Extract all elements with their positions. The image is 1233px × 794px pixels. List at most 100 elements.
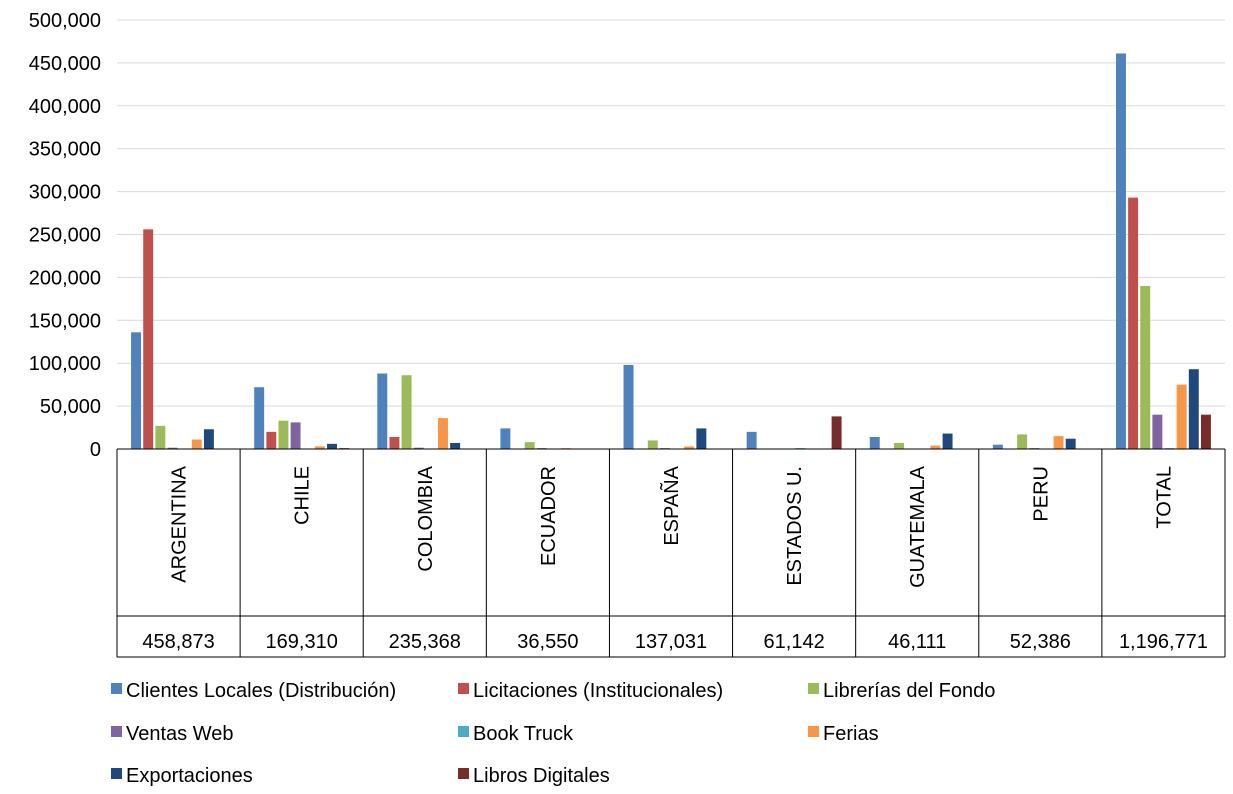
- bar: [438, 418, 448, 449]
- bar: [155, 425, 166, 449]
- category-label: ESPAÑA: [659, 465, 683, 545]
- bar: [450, 442, 461, 449]
- bar: [992, 444, 1003, 449]
- bar: [647, 440, 658, 449]
- legend-label: Book Truck: [473, 723, 574, 745]
- y-tick-label: 150,000: [29, 310, 101, 332]
- legend-swatch: [111, 683, 122, 694]
- legend-item: Ventas Web: [111, 723, 233, 745]
- bar: [131, 332, 142, 449]
- legend-swatch: [111, 726, 122, 737]
- bar: [191, 439, 202, 449]
- bar: [143, 229, 154, 449]
- legend-label: Ventas Web: [126, 723, 233, 745]
- legend-label: Librerías del Fondo: [823, 680, 995, 702]
- gridlines: [117, 19, 1225, 450]
- y-tick-label: 350,000: [29, 139, 101, 161]
- legend-swatch: [458, 683, 469, 694]
- category-total: 169,310: [266, 631, 338, 653]
- bar: [831, 416, 842, 449]
- y-tick-label: 450,000: [29, 53, 101, 75]
- bar: [1176, 384, 1187, 449]
- bar: [167, 447, 178, 449]
- bar: [389, 436, 400, 449]
- bar: [1128, 197, 1139, 449]
- y-tick-label: 250,000: [29, 225, 101, 247]
- category-total: 235,368: [389, 631, 461, 653]
- legend-label: Clientes Locales (Distribución): [126, 680, 396, 702]
- category-total: 52,386: [1010, 631, 1071, 653]
- legend-item: Libros Digitales: [458, 765, 610, 787]
- bar: [314, 446, 325, 449]
- bar: [930, 445, 941, 449]
- bar: [524, 442, 535, 449]
- category-label: TOTAL: [1153, 466, 1175, 529]
- legend-swatch: [808, 726, 819, 737]
- bar: [684, 446, 695, 449]
- legend-item: Librerías del Fondo: [808, 680, 995, 702]
- bar: [401, 375, 412, 449]
- category-total: 137,031: [635, 631, 707, 653]
- legend-label: Licitaciones (Institucionales): [473, 680, 723, 702]
- bar: [623, 364, 634, 449]
- category-table: ARGENTINA 458,873 CHILE 169,310 COLOMBIA 235,…: [116, 448, 1226, 658]
- bar: [942, 433, 953, 449]
- bar: [1152, 414, 1163, 449]
- bar: [500, 428, 511, 449]
- bar: [254, 387, 265, 449]
- legend-item: Book Truck: [458, 723, 574, 745]
- bars: [131, 53, 1211, 449]
- legend-item: Exportaciones: [111, 765, 253, 787]
- y-axis-tick-labels: 0 50,000 100,000 150,000 200,000 250,000 300,0…: [29, 10, 101, 461]
- category-total: 61,142: [764, 631, 825, 653]
- bar: [203, 429, 214, 449]
- bar: [290, 422, 301, 449]
- category-label: ARGENTINA: [169, 465, 191, 582]
- category-total: 46,111: [888, 631, 946, 653]
- y-tick-label: 100,000: [29, 353, 101, 375]
- bar: [869, 436, 880, 449]
- legend-swatch: [458, 768, 469, 779]
- y-tick-label: 500,000: [29, 10, 101, 32]
- category-total: 1,196,771: [1119, 631, 1208, 653]
- y-tick-label: 50,000: [40, 396, 101, 418]
- legend-swatch: [111, 768, 122, 779]
- bar: [1017, 434, 1028, 449]
- bar: [377, 373, 388, 449]
- category-label: ECUADOR: [538, 466, 560, 566]
- bar: [894, 442, 904, 449]
- legend-swatch: [808, 683, 819, 694]
- legend: Clientes Locales (Distribución) Licitacio…: [111, 680, 995, 787]
- category-label: ESTADOS U.: [784, 466, 806, 586]
- y-tick-label: 0: [90, 439, 101, 461]
- bar: [327, 443, 337, 449]
- category-total: 458,873: [142, 631, 214, 653]
- category-total: 36,550: [517, 631, 578, 653]
- bar: [746, 431, 757, 449]
- bar: [1053, 436, 1064, 449]
- legend-item: Licitaciones (Institucionales): [458, 680, 723, 702]
- bar: [266, 431, 277, 449]
- legend-item: Clientes Locales (Distribución): [111, 680, 396, 702]
- bar: [413, 447, 424, 449]
- category-label: CHILE: [292, 466, 314, 525]
- bar: [1140, 285, 1151, 449]
- bar: [1065, 438, 1076, 449]
- legend-item: Ferias: [808, 723, 879, 745]
- bar: [696, 428, 707, 449]
- category-label: COLOMBIA: [415, 465, 437, 571]
- bar: [1188, 369, 1199, 449]
- legend-swatch: [458, 726, 469, 737]
- y-tick-label: 300,000: [29, 182, 101, 204]
- bar: [1115, 53, 1126, 449]
- legend-label: Libros Digitales: [473, 765, 610, 787]
- category-label: GUATEMALA: [907, 465, 929, 588]
- legend-label: Exportaciones: [126, 765, 253, 787]
- y-tick-label: 200,000: [29, 267, 101, 289]
- legend-label: Ferias: [823, 723, 879, 745]
- bar: [278, 420, 289, 449]
- category-label: PERU: [1030, 466, 1052, 522]
- y-tick-label: 400,000: [29, 96, 101, 118]
- bar: [1200, 414, 1211, 449]
